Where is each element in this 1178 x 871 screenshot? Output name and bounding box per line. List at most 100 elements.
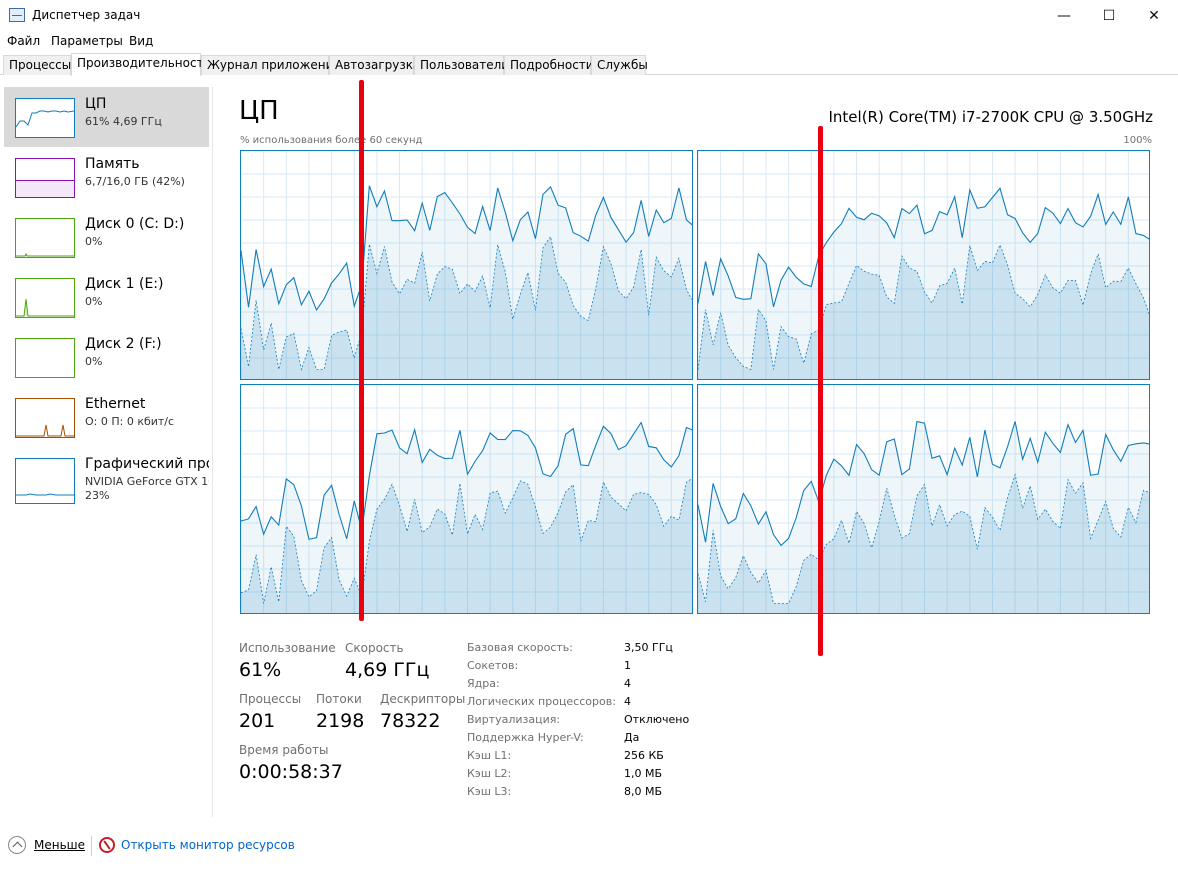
cpu-graph-core-1 [697,150,1150,380]
kernel-usage-line [241,235,692,372]
usage-line [698,420,1149,547]
cpu-graph-core-2-plot [241,385,692,613]
gpu-thumbnail [15,458,75,504]
cpu-graph-core-3 [697,384,1150,614]
disk-2-thumbnail [15,338,75,378]
usage-area [241,236,692,379]
sidebar-item-subtitle: 6,7/16,0 ГБ (42%) [85,175,185,188]
annotation-line-left [359,80,364,621]
uptime-value: 0:00:58:37 [239,761,343,783]
sockets-label: Сокетов: [467,659,519,672]
cpu-graph-core-2 [240,384,693,614]
sidebar-item-subtitle: 0% [85,235,103,248]
sidebar-item-cpu[interactable]: ЦП 61% 4,69 ГГц [4,87,209,147]
processes-label: Процессы [239,692,302,706]
sidebar-item-subtitle: 0% [85,355,103,368]
cache-l3-value: 8,0 МБ [624,785,663,798]
logical-processors-value: 4 [624,695,631,708]
sidebar-item-subtitle-2: 23% [85,489,110,502]
cache-l1-value: 256 КБ [624,749,664,762]
sidebar-item-subtitle: 0% [85,295,103,308]
chevron-up-icon[interactable] [8,836,26,854]
uptime-label: Время работы [239,743,329,757]
graph-axis-max: 100% [1123,135,1152,146]
speed-label: Скорость [345,641,404,655]
open-resource-monitor-link[interactable]: Открыть монитор ресурсов [121,838,295,852]
sidebar-item-disk-1[interactable]: Диск 1 (E:) 0% [4,267,209,327]
usage-area [698,474,1149,613]
tab-startup[interactable]: Автозагрузка [329,55,420,75]
handles-label: Дескрипторы [380,692,466,706]
sidebar-item-title: Диск 1 (E:) [85,276,164,292]
fewer-details-link[interactable]: Меньше [34,838,86,852]
cpu-graph-core-0 [240,150,693,380]
menu-bar: Файл Параметры Вид [0,31,1178,53]
usage-line [241,185,692,312]
usage-label: Использование [239,641,336,655]
cpu-graph-core-0-plot [241,151,692,379]
tab-processes[interactable]: Процессы [3,55,71,75]
hyper-v-label: Поддержка Hyper-V: [467,731,584,744]
cores-label: Ядра: [467,677,500,690]
cores-value: 4 [624,677,631,690]
maximize-button[interactable]: ☐ [1102,7,1116,24]
menu-view[interactable]: Вид [129,34,154,48]
sidebar-item-title: Ethernet [85,396,146,412]
sidebar-item-gpu[interactable]: Графический про NVIDIA GeForce GTX 108 2… [4,447,209,513]
sockets-value: 1 [624,659,631,672]
sidebar-item-memory[interactable]: Память 6,7/16,0 ГБ (42%) [4,147,209,207]
base-speed-label: Базовая скорость: [467,641,573,654]
title-bar[interactable]: Диспетчер задач — ☐ ✕ [0,0,1178,31]
tab-users[interactable]: Пользователи [414,55,509,75]
threads-value: 2198 [316,710,365,732]
menu-options[interactable]: Параметры [51,34,123,48]
usage-value: 61% [239,659,282,681]
kernel-usage-line [698,243,1149,371]
cache-l2-label: Кэш L2: [467,767,512,780]
virtualization-value: Отключено [624,713,690,726]
sidebar-item-ethernet[interactable]: Ethernet О: 0 П: 0 кбит/с [4,387,209,447]
speed-value: 4,69 ГГц [345,659,430,681]
usage-line [698,187,1149,307]
usage-line [241,421,692,540]
tab-services[interactable]: Службы [591,55,648,75]
footer-divider [91,836,92,856]
memory-thumbnail [15,158,75,198]
sidebar-item-subtitle: 61% 4,69 ГГц [85,115,162,128]
handles-value: 78322 [380,710,441,732]
resource-monitor-icon [99,837,115,853]
page-title: ЦП [239,96,279,126]
usage-area [698,421,1149,613]
disk-0-thumbnail [15,218,75,258]
sidebar-item-disk-2[interactable]: Диск 2 (F:) 0% [4,327,209,387]
minimize-button[interactable]: — [1057,7,1071,24]
annotation-line-right [818,126,823,656]
threads-label: Потоки [316,692,362,706]
cpu-model-name: Intel(R) Core(TM) i7-2700K CPU @ 3.50GHz [828,108,1153,126]
usage-area [698,244,1149,379]
usage-area [241,422,692,613]
ethernet-thumbnail [15,398,75,438]
tab-performance[interactable]: Производительность [71,53,211,76]
sidebar-item-subtitle: NVIDIA GeForce GTX 108 [85,475,209,488]
disk-1-thumbnail [15,278,75,318]
processes-value: 201 [239,710,276,732]
menu-file[interactable]: Файл [7,34,41,48]
cpu-graph-core-1-plot [698,151,1149,379]
usage-area [241,185,692,379]
resource-sidebar: ЦП 61% 4,69 ГГц Память 6,7/16,0 ГБ (42%)… [0,87,213,817]
tab-details[interactable]: Подробности [504,55,594,75]
sidebar-item-disk-0[interactable]: Диск 0 (C: D:) 0% [4,207,209,267]
footer-bar: Меньше Открыть монитор ресурсов [0,828,1178,864]
cache-l1-label: Кэш L1: [467,749,512,762]
close-button[interactable]: ✕ [1148,7,1160,24]
cache-l2-value: 1,0 МБ [624,767,663,780]
sidebar-item-title: Графический про [85,456,209,472]
usage-area [241,478,692,613]
window-title: Диспетчер задач [32,8,141,22]
cache-l3-label: Кэш L3: [467,785,512,798]
tab-app-history[interactable]: Журнал приложений [201,55,341,75]
sidebar-item-title: Диск 2 (F:) [85,336,162,352]
sidebar-item-subtitle: О: 0 П: 0 кбит/с [85,415,175,428]
graph-axis-caption: % использования более 60 секунд [240,135,423,146]
